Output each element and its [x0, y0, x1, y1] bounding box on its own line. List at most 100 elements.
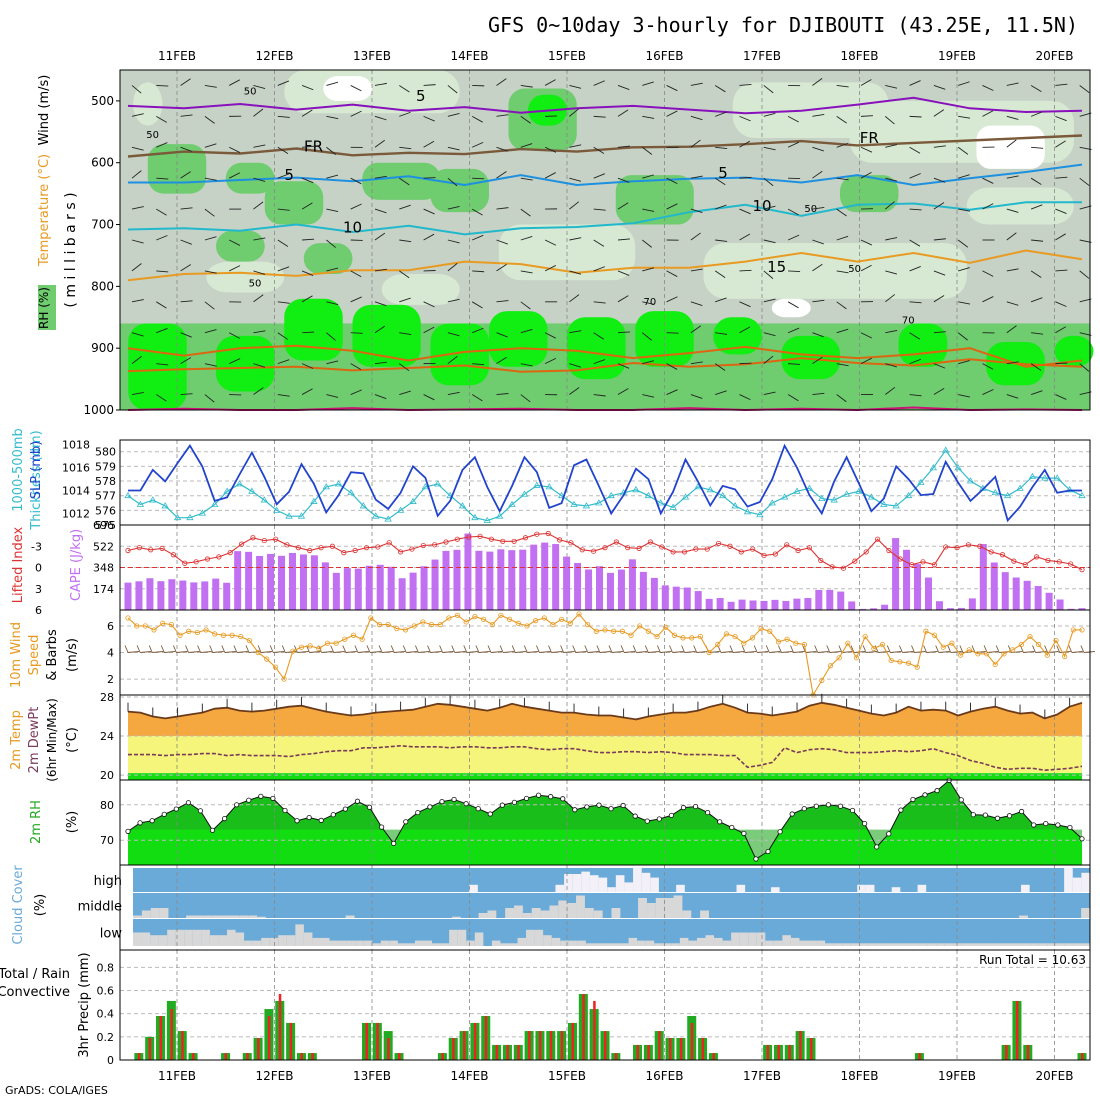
wind-barb: [131, 332, 144, 337]
precip-conv-bar: [690, 1022, 694, 1060]
wind-barb-10m: [757, 651, 769, 653]
cloud-bar-low: [867, 943, 877, 946]
precip-conv-bar: [441, 1053, 444, 1060]
thickness-point: [805, 484, 814, 491]
wind-barb: [253, 294, 264, 303]
cloud-bar-low: [808, 940, 817, 946]
wind-speed-point: [446, 615, 452, 621]
wind-barb-10m: [430, 651, 442, 653]
wind-barb: [350, 85, 362, 92]
rh-shade-bright: [430, 323, 489, 386]
wind-barb: [277, 146, 289, 155]
wind-speed-point: [1062, 653, 1068, 660]
wind-barb-10m-tick: [197, 645, 202, 653]
wind-speed-point: [845, 640, 851, 646]
cloud-bar-high: [564, 874, 573, 892]
thickness-point: [632, 486, 640, 493]
wind-barb: [204, 270, 217, 274]
wind-barb: [642, 394, 655, 398]
precip-conv-bar: [170, 1009, 173, 1060]
wind-barb: [229, 358, 241, 365]
wind-barb: [836, 394, 847, 403]
precip-conv-bar: [788, 1044, 791, 1060]
wind-barb: [302, 331, 315, 334]
cape-bar: [628, 559, 636, 610]
wind-speed-point: [1044, 652, 1050, 658]
thickness-point: [607, 491, 615, 499]
cloud-bar-low: [286, 935, 296, 946]
wind-speed-point: [385, 622, 391, 628]
wind-barb-10m: [745, 651, 757, 653]
contour-label: 5: [284, 166, 294, 184]
cape-bar: [398, 578, 406, 610]
wind-barb: [326, 394, 339, 398]
rh-point: [234, 802, 240, 808]
wind-speed-point: [307, 643, 313, 649]
wind-barb: [958, 208, 971, 212]
lifted-point: [670, 549, 676, 555]
wind-barb: [690, 301, 703, 306]
day-tick-bottom: 11FEB: [158, 1069, 196, 1083]
wind-barb: [520, 236, 533, 241]
cloud-bar-low: [662, 943, 672, 946]
thickness-point: [149, 496, 157, 503]
cape-bar: [914, 564, 922, 610]
wind-barb: [204, 363, 217, 367]
lifted-point: [1056, 559, 1062, 565]
wind-barb: [957, 239, 969, 248]
wind-barb: [909, 173, 921, 179]
wind-barb: [885, 85, 898, 89]
wind-barb: [228, 172, 241, 179]
rh-point: [125, 828, 131, 834]
thickness-point: [545, 483, 553, 490]
wind-barb: [1031, 332, 1044, 335]
wind-barb: [1079, 177, 1090, 186]
precip-conv-bar: [549, 1031, 553, 1060]
wind-barb-10m-tick: [269, 645, 274, 653]
wind-barb: [1031, 146, 1044, 149]
wind-barb: [204, 208, 215, 217]
wind-barb: [569, 270, 582, 275]
wind-barb: [642, 208, 655, 212]
wind-barb-10m-tick: [898, 645, 903, 653]
wind-barb: [642, 174, 654, 179]
wind-barb-10m: [563, 651, 575, 653]
cape-bar: [234, 551, 242, 610]
wind-barb: [739, 208, 751, 215]
cloud-bar-low: [585, 943, 595, 946]
rh-point: [499, 802, 505, 808]
cape-bar: [201, 581, 209, 610]
wind-barb: [715, 390, 727, 395]
wind-barb: [544, 332, 556, 339]
precip-conv-bar: [799, 1031, 802, 1060]
thickness-point: [743, 508, 752, 515]
wind-barb: [739, 394, 751, 401]
rh-point: [572, 807, 578, 813]
wind-barb-10m: [490, 651, 503, 653]
wind-barb: [933, 238, 946, 241]
wind-barb: [204, 177, 217, 181]
wind-barb: [374, 325, 386, 334]
wind-barb-10m-tick: [838, 645, 843, 653]
wind-barb: [131, 263, 142, 272]
cape-bar: [892, 538, 900, 610]
wind-barb: [812, 146, 824, 152]
rh-point: [789, 811, 795, 817]
wind-barb: [958, 301, 971, 305]
thickness-point: [570, 500, 578, 507]
precip-conv-bar: [484, 1016, 488, 1060]
cloud-bar-middle: [345, 915, 355, 918]
wind-barb: [520, 328, 533, 334]
wind-barb: [617, 109, 629, 117]
wind-barb: [399, 204, 411, 210]
wind-barb-10m-tick: [1032, 645, 1036, 653]
wind-barb: [666, 85, 678, 92]
wind-speed-point: [229, 632, 235, 638]
wind-barb: [204, 301, 215, 310]
wind-barb: [933, 295, 945, 303]
wind-barb-10m-tick: [681, 645, 686, 653]
rh-point: [1031, 822, 1037, 828]
rh-point: [137, 820, 143, 826]
rh-point: [596, 802, 602, 808]
wind-barb: [909, 332, 921, 340]
